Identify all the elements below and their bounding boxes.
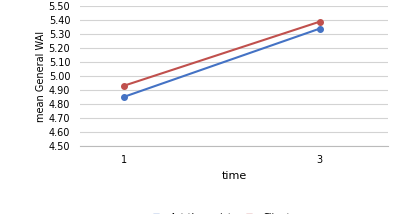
Line: Art therapist: Art therapist	[121, 26, 322, 100]
Art therapist	[122, 96, 126, 98]
Y-axis label: mean General WAI: mean General WAI	[36, 30, 46, 122]
Client	[122, 84, 126, 87]
Line: Client: Client	[121, 19, 322, 88]
X-axis label: time: time	[221, 171, 247, 181]
Client	[317, 21, 322, 23]
Art therapist	[317, 27, 322, 30]
Legend: Art therapist, Client: Art therapist, Client	[142, 209, 295, 214]
